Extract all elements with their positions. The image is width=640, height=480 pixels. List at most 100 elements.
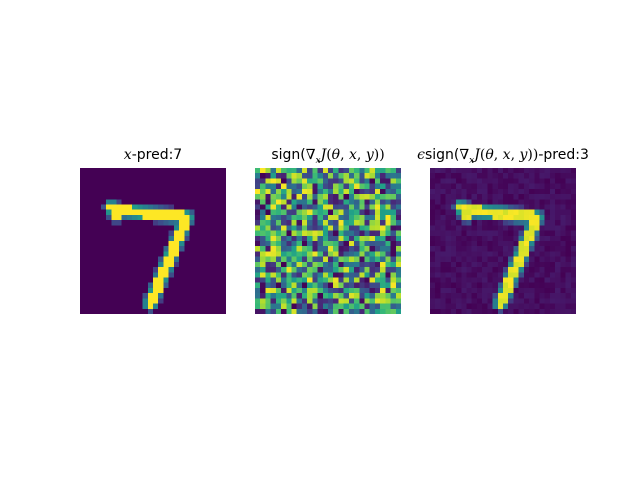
heatmap-cell — [286, 178, 292, 184]
heatmap-cell — [476, 256, 483, 262]
heatmap-cell — [307, 267, 313, 273]
heatmap-cell — [158, 225, 164, 231]
heatmap-cell — [322, 178, 329, 184]
heatmap-cell — [126, 251, 133, 257]
heatmap-cell — [539, 178, 545, 184]
heatmap-cell — [132, 241, 138, 247]
heatmap-cell — [369, 272, 376, 278]
heatmap-cell — [111, 204, 117, 210]
heatmap-cell — [513, 235, 519, 242]
heatmap-cell — [482, 230, 488, 236]
heatmap-cell — [450, 256, 457, 262]
heatmap-cell — [440, 308, 446, 314]
heatmap-cell — [90, 298, 96, 304]
heatmap-cell — [523, 173, 530, 179]
heatmap-cell — [210, 251, 216, 257]
heatmap-cell — [80, 168, 86, 174]
heatmap-cell — [90, 272, 96, 278]
heatmap-cell — [565, 303, 571, 309]
heatmap-cell — [461, 199, 467, 205]
heatmap-cell — [111, 241, 117, 247]
heatmap-cell — [445, 261, 451, 268]
heatmap-cell — [210, 287, 216, 294]
heatmap-cell — [354, 246, 360, 252]
heatmap-cell — [385, 194, 391, 200]
heatmap-cell — [476, 173, 483, 179]
heatmap-cell — [570, 204, 576, 210]
heatmap-cell — [194, 209, 201, 216]
heatmap-cell — [492, 230, 498, 236]
heatmap-cell — [539, 214, 545, 221]
heatmap-cell — [296, 241, 303, 247]
heatmap-cell — [369, 303, 376, 309]
heatmap-cell — [158, 282, 164, 289]
heatmap-cell — [126, 235, 133, 242]
heatmap-cell — [137, 287, 143, 294]
heatmap-cell — [450, 298, 457, 304]
heatmap-cell — [260, 261, 266, 268]
heatmap-cell — [95, 235, 101, 242]
heatmap-cell — [487, 277, 493, 283]
heatmap-cell — [359, 204, 365, 210]
heatmap-cell — [184, 272, 190, 278]
heatmap-cell — [487, 251, 493, 257]
heatmap-cell — [163, 293, 169, 299]
heatmap-cell — [163, 183, 169, 189]
heatmap-cell — [482, 267, 488, 273]
heatmap-cell — [534, 178, 540, 184]
heatmap-cell — [544, 183, 551, 189]
heatmap-cell — [518, 199, 524, 205]
heatmap-cell — [461, 308, 467, 314]
heatmap-cell — [121, 293, 128, 299]
heatmap-cell — [126, 267, 133, 273]
heatmap-cell — [106, 298, 112, 304]
heatmap-cell — [199, 220, 206, 226]
title-part: x — [469, 155, 475, 166]
heatmap-cell — [456, 303, 462, 309]
heatmap-cell — [518, 173, 524, 179]
heatmap-cell — [168, 178, 174, 184]
heatmap-cell — [497, 261, 504, 268]
heatmap-cell — [179, 246, 185, 252]
heatmap-cell — [260, 194, 266, 200]
heatmap-cell — [147, 199, 154, 205]
heatmap-cell — [492, 293, 498, 299]
heatmap-cell — [395, 194, 401, 200]
heatmap-cell — [111, 303, 117, 309]
heatmap-cell — [126, 168, 133, 174]
heatmap-cell — [529, 256, 535, 262]
heatmap-cell — [275, 209, 282, 216]
heatmap-cell — [508, 287, 514, 294]
title-part: -pred:7 — [131, 147, 183, 163]
heatmap-cell — [390, 209, 396, 216]
heatmap-cell — [301, 251, 308, 257]
heatmap-cell — [215, 261, 221, 268]
heatmap-cell — [205, 241, 211, 247]
heatmap-cell — [286, 188, 292, 195]
heatmap-cell — [220, 230, 226, 236]
heatmap-cell — [359, 183, 365, 189]
heatmap-cell — [492, 188, 498, 195]
heatmap-cell — [90, 183, 96, 189]
heatmap-cell — [322, 303, 329, 309]
heatmap-cell — [301, 235, 308, 242]
heatmap-cell — [518, 293, 524, 299]
heatmap-cell — [385, 282, 391, 289]
heatmap-cell — [461, 204, 467, 210]
heatmap-cell — [539, 204, 545, 210]
heatmap-cell — [312, 272, 318, 278]
heatmap-cell — [173, 241, 180, 247]
heatmap-cell — [80, 267, 86, 273]
heatmap-cell — [385, 287, 391, 294]
heatmap-cell — [95, 298, 101, 304]
heatmap-cell — [168, 303, 174, 309]
heatmap-cell — [307, 235, 313, 242]
heatmap-cell — [492, 199, 498, 205]
heatmap-cell — [565, 235, 571, 242]
heatmap-cell — [215, 282, 221, 289]
heatmap-cell — [286, 287, 292, 294]
heatmap-cell — [523, 293, 530, 299]
heatmap-cell — [395, 303, 401, 309]
heatmap-cell — [163, 194, 169, 200]
heatmap-cell — [189, 298, 195, 304]
